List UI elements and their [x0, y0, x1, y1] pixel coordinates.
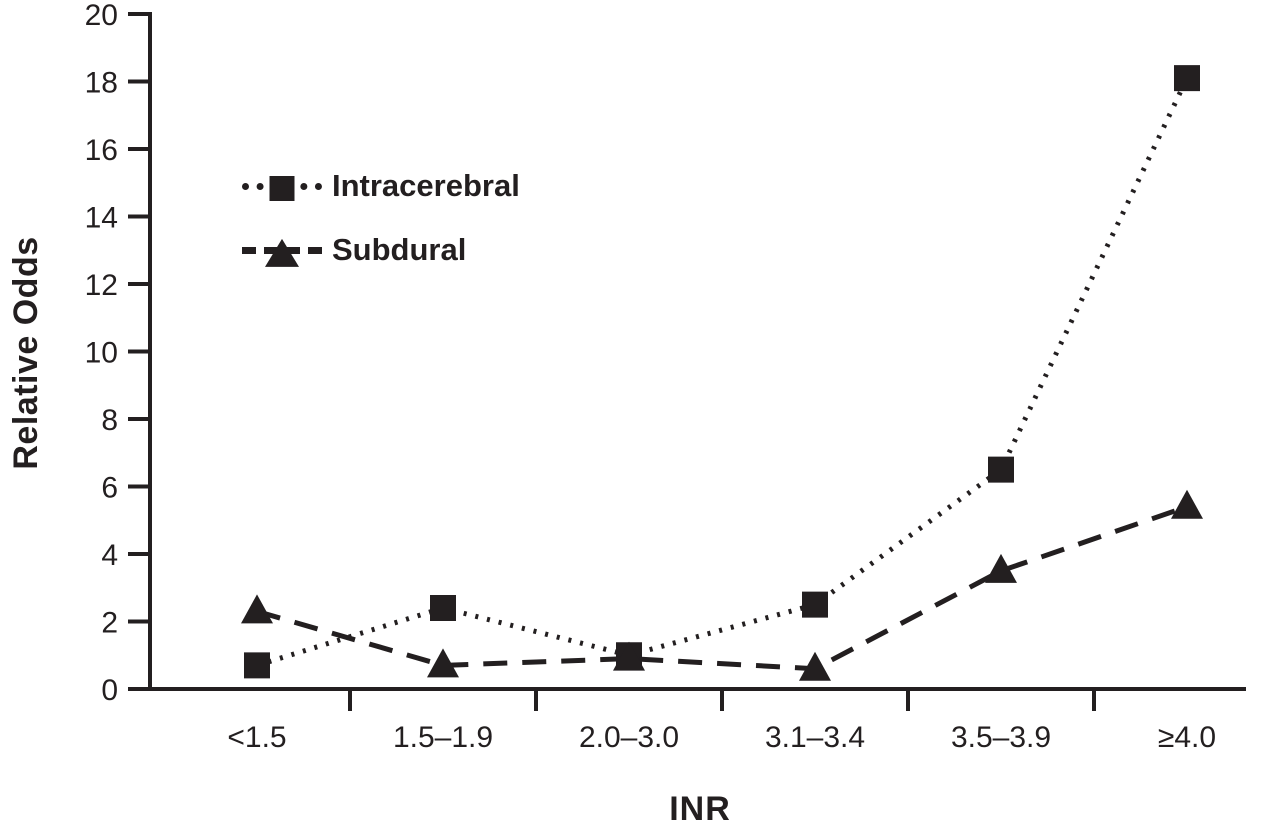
y-tick-label: 10: [85, 337, 118, 370]
data-point-square: [244, 652, 270, 679]
legend-triangle-marker-icon: [265, 238, 299, 267]
y-tick-label: 0: [101, 674, 118, 707]
y-tick-label: 20: [85, 0, 118, 32]
legend-label-subdural: Subdural: [332, 232, 467, 267]
y-tick-label: 8: [101, 404, 118, 437]
data-point-square: [988, 456, 1014, 483]
series-line-subdural: [256, 504, 1188, 672]
x-tick-label: 2.0–3.0: [579, 721, 679, 754]
data-point-square: [1174, 65, 1200, 92]
y-tick-label: 16: [85, 134, 118, 167]
legend-item-intracerebral: Intracerebral: [242, 168, 520, 204]
data-point-square: [802, 591, 828, 618]
y-tick-label: 2: [101, 607, 118, 640]
legend-item-subdural: Subdural: [242, 232, 466, 268]
data-point-triangle: [427, 648, 459, 678]
y-tick-label: 14: [85, 202, 118, 235]
y-tick-label: 18: [85, 67, 118, 100]
legend-dashed-line-icon: [242, 238, 322, 267]
x-tick-label: 1.5–1.9: [393, 721, 493, 754]
x-tick-label: 3.5–3.9: [951, 721, 1051, 754]
data-point-square: [430, 595, 456, 621]
y-axis-title: Relative Odds: [7, 236, 45, 470]
y-tick-label: 6: [101, 472, 118, 505]
data-point-triangle: [241, 594, 273, 624]
x-axis-title: INR: [669, 790, 731, 828]
x-tick-label: 3.1–3.4: [765, 721, 865, 754]
y-tick-label: 12: [85, 269, 118, 302]
x-tick-label: <1.5: [227, 721, 286, 754]
data-point-triangle: [613, 641, 645, 671]
data-point-triangle: [799, 651, 831, 681]
x-tick-label: ≥4.0: [1158, 721, 1216, 754]
legend-label-intracerebral: Intracerebral: [332, 168, 520, 203]
y-tick-label: 4: [101, 539, 118, 572]
data-point-triangle: [1171, 489, 1203, 519]
legend-dotted-line-icon: [242, 175, 322, 201]
series-line-intracerebral: [256, 77, 1190, 668]
data-point-triangle: [985, 553, 1017, 583]
legend-square-marker-icon: [269, 175, 295, 201]
